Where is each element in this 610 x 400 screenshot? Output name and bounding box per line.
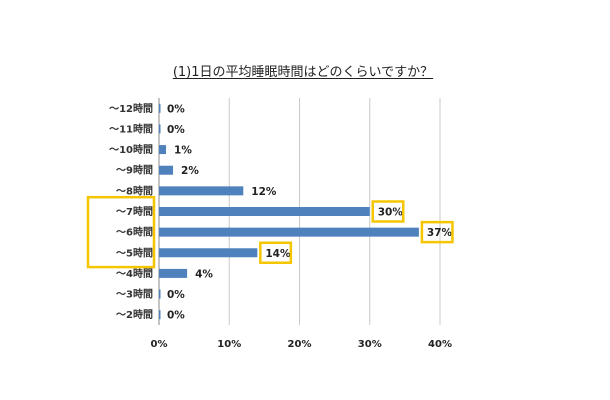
bar bbox=[159, 268, 188, 278]
bar bbox=[159, 165, 174, 175]
category-label: ～3時間 bbox=[116, 288, 153, 301]
data-label-highlight-box bbox=[259, 241, 293, 265]
chart-title: (1)1日の平均睡眠時間はどのくらいですか？ bbox=[172, 65, 434, 80]
category-highlight-box bbox=[86, 195, 156, 269]
bar bbox=[159, 186, 244, 196]
data-label: 1% bbox=[174, 145, 192, 157]
category-label: ～8時間 bbox=[116, 184, 153, 197]
category-label: ～11時間 bbox=[109, 122, 153, 135]
bar bbox=[159, 124, 161, 134]
bar bbox=[159, 103, 161, 113]
bar bbox=[159, 310, 161, 320]
bar bbox=[159, 227, 419, 237]
data-label: 0% bbox=[167, 289, 185, 301]
bar bbox=[159, 145, 167, 155]
data-label: 0% bbox=[167, 103, 185, 115]
category-label: ～7時間 bbox=[116, 205, 153, 218]
data-label: 0% bbox=[167, 310, 185, 322]
category-label: ～2時間 bbox=[116, 308, 153, 321]
data-label: 0% bbox=[167, 124, 185, 136]
category-label: ～12時間 bbox=[109, 102, 153, 115]
category-label: ～4時間 bbox=[116, 267, 153, 280]
data-label: 30% bbox=[378, 207, 404, 219]
data-label: 37% bbox=[427, 227, 453, 239]
data-label: 2% bbox=[181, 165, 199, 177]
x-tick-label: 10% bbox=[217, 339, 241, 350]
data-label-highlight-box bbox=[420, 220, 454, 244]
bar bbox=[159, 289, 161, 299]
x-tick-label: 40% bbox=[428, 339, 452, 350]
data-label: 12% bbox=[251, 186, 277, 198]
category-label: ～5時間 bbox=[116, 246, 153, 259]
bar bbox=[159, 248, 258, 258]
data-label: 4% bbox=[195, 268, 213, 280]
data-label-highlight-box bbox=[371, 200, 405, 223]
x-tick-label: 0% bbox=[151, 339, 168, 350]
category-label: ～9時間 bbox=[116, 164, 153, 177]
x-tick-label: 20% bbox=[288, 339, 312, 350]
category-label: ～10時間 bbox=[109, 143, 153, 156]
x-tick-label: 30% bbox=[358, 339, 382, 350]
bar bbox=[159, 207, 370, 216]
data-label: 14% bbox=[265, 248, 291, 260]
category-label: ～6時間 bbox=[116, 226, 153, 239]
